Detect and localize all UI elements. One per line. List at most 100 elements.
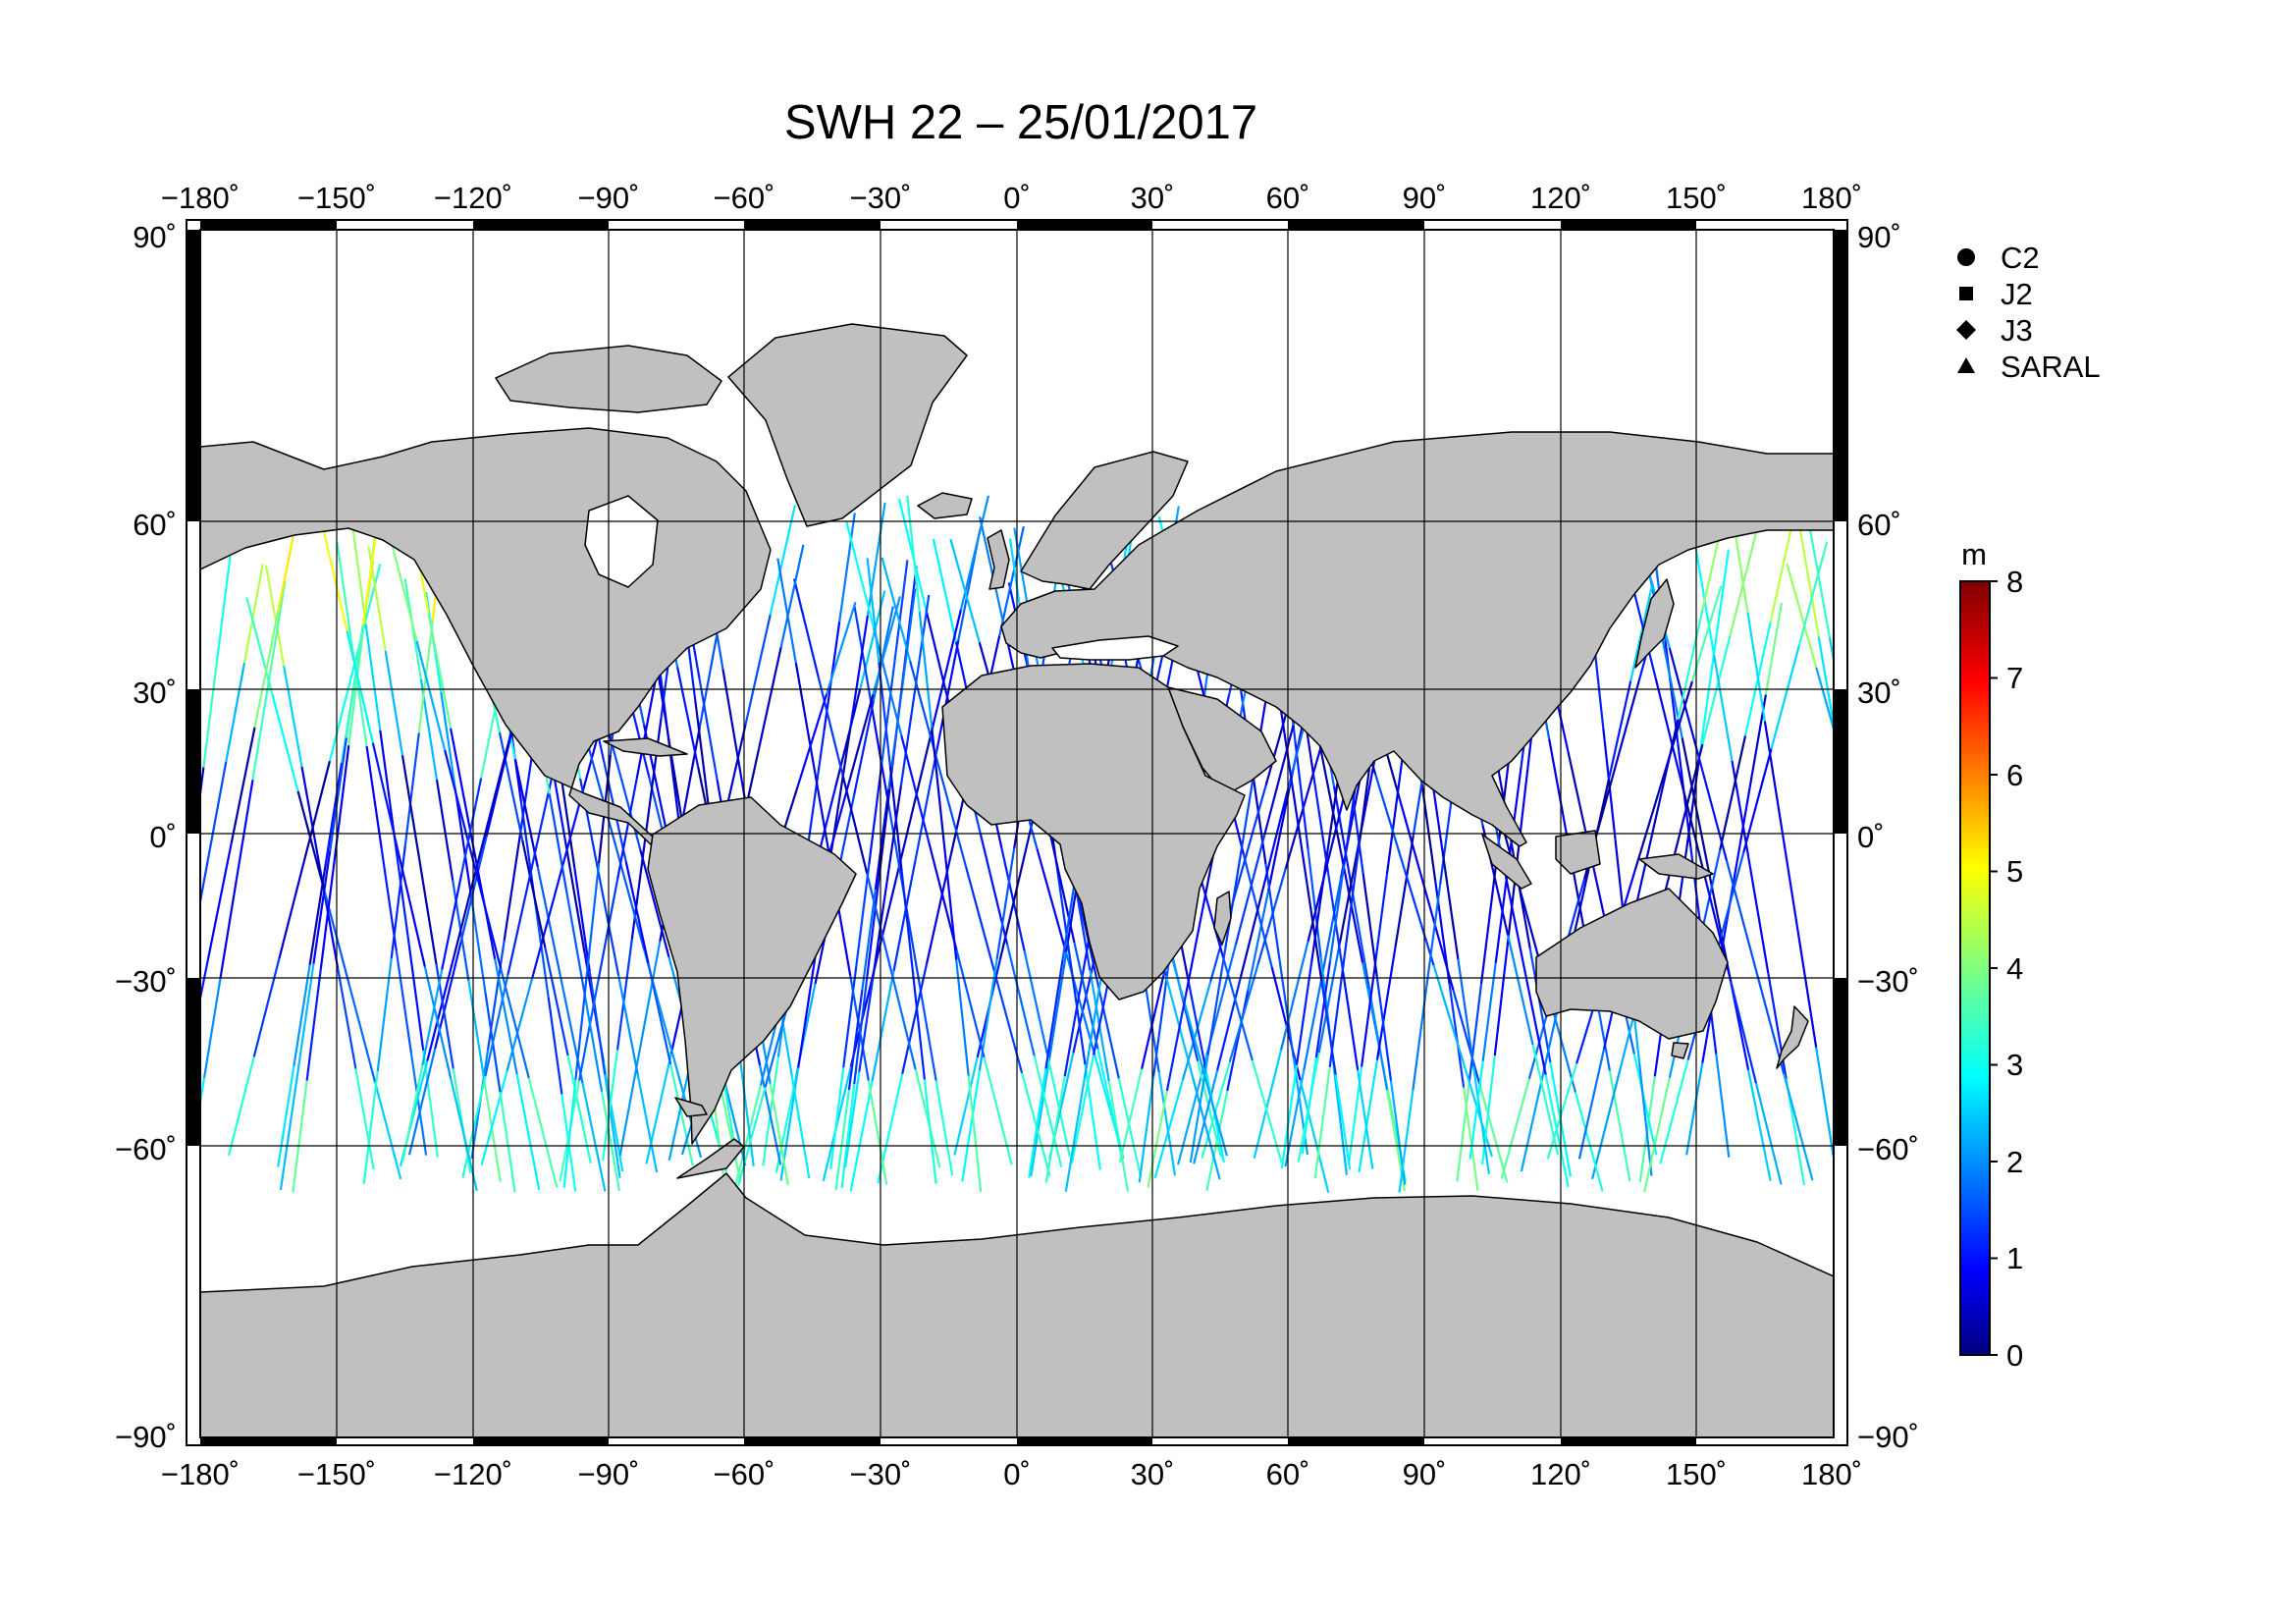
satellite-track-segment — [536, 866, 561, 976]
satellite-track-segment — [1681, 737, 1706, 849]
satellite-track-segment — [983, 1056, 1013, 1165]
satellite-track-segment — [1367, 988, 1389, 1091]
satellite-track-segment — [1808, 527, 1832, 638]
satellite-track-segment — [200, 1077, 206, 1109]
landmass-australia — [1535, 888, 1729, 1040]
lon-tick-label: −60˚ — [714, 1457, 775, 1491]
satellite-track-segment — [1096, 1049, 1123, 1157]
satellite-track-segment — [900, 588, 917, 689]
satellite-track-segment — [283, 666, 303, 768]
satellite-track-segment — [885, 795, 905, 892]
lon-tick-label: −90˚ — [578, 181, 640, 215]
satellite-track-segment — [995, 847, 1016, 960]
satellite-track-segment — [900, 870, 915, 976]
j2-square-icon — [1959, 287, 1973, 300]
colorbar-scale — [1959, 580, 1991, 1356]
satellite-track-segment — [1251, 767, 1267, 865]
lat-axis-left: 90˚ 60˚ 30˚ 0˚ −30˚ −60˚ −90˚ — [115, 220, 177, 1454]
lon-tick-label: 120˚ — [1530, 1457, 1591, 1491]
satellite-track-segment — [1023, 950, 1048, 1055]
satellite-track-segment — [865, 877, 881, 981]
satellite-track-segment — [1147, 1090, 1168, 1188]
satellite-track-segment — [1234, 835, 1266, 946]
satellite-track-segment — [500, 968, 530, 1079]
colorbar-tick: 6 — [2006, 758, 2023, 792]
satellite-track-segment — [328, 662, 356, 762]
satellite-track-segment — [230, 727, 256, 844]
satellite-track-segment — [347, 985, 377, 1083]
satellite-track-segment — [1117, 1078, 1143, 1178]
landmass-eurasia — [1000, 431, 1834, 847]
map-title: SWH 22 – 25/01/2017 — [784, 96, 1257, 149]
satellite-track-segment — [928, 842, 958, 950]
satellite-track-segment — [1167, 947, 1200, 1053]
satellite-track-segment — [308, 863, 327, 965]
satellite-track-segment — [676, 667, 700, 768]
satellite-track-segment — [1577, 1049, 1606, 1160]
satellite-track-segment — [797, 954, 817, 1068]
satellite-track-segment — [364, 623, 382, 731]
satellite-track-segment — [1548, 738, 1571, 850]
satellite-track-segment — [1456, 1082, 1470, 1182]
satellite-track-segment — [374, 1081, 402, 1180]
lon-axis-top: −180˚ −150˚ −120˚ −90˚ −60˚ −30˚ 0˚ 30˚ … — [161, 181, 1862, 215]
lon-tick-label: 150˚ — [1666, 181, 1727, 215]
lon-tick-label: −180˚ — [161, 1457, 240, 1491]
satellite-track-segment — [1332, 785, 1354, 889]
map-frame — [186, 219, 1848, 1446]
satellite-track-segment — [1153, 1079, 1185, 1179]
satellite-track-segment — [1263, 725, 1295, 836]
landmass-new-zealand — [1776, 1005, 1809, 1069]
lon-tick-label: −30˚ — [850, 181, 912, 215]
lon-tick-label: −150˚ — [297, 1457, 376, 1491]
satellite-track-segment — [776, 558, 797, 664]
lon-tick-label: −30˚ — [850, 1457, 912, 1491]
satellite-track-segment — [427, 613, 453, 730]
satellite-track-segment — [1652, 719, 1680, 830]
satellite-track-segment — [312, 850, 332, 964]
satellite-track-segment — [1328, 865, 1346, 962]
lon-tick-label: −60˚ — [714, 181, 775, 215]
satellite-track-segment — [906, 495, 921, 613]
satellite-track-segment — [1049, 836, 1076, 944]
satellite-track-segment — [461, 1075, 487, 1178]
lat-tick-label: 30˚ — [133, 676, 177, 710]
satellite-track-segment — [300, 766, 321, 868]
satellite-track-segment — [901, 963, 928, 1075]
satellite-track-segment — [1342, 971, 1360, 1071]
satellite-track-segment — [1264, 864, 1281, 962]
satellite-track-segment — [384, 650, 404, 756]
satellite-track-segment — [423, 966, 453, 1079]
satellite-track-segment — [1493, 946, 1509, 1056]
satellite-track-segment — [914, 750, 938, 862]
satellite-track-segment — [200, 959, 209, 1004]
lon-tick-label: −120˚ — [434, 181, 512, 215]
lat-tick-label: −30˚ — [1857, 964, 1919, 999]
colorbar-tick: 0 — [2006, 1338, 2023, 1373]
satellite-track-segment — [1157, 1071, 1177, 1176]
satellite-track-segment — [1189, 1055, 1209, 1163]
satellite-track-segment — [635, 677, 658, 780]
satellite-track-segment — [1713, 654, 1734, 762]
satellite-track-segment — [441, 873, 463, 970]
satellite-track-segment — [934, 1080, 954, 1176]
satellite-track-segment — [871, 970, 895, 1082]
satellite-track-segment — [912, 975, 926, 1080]
satellite-track-segment — [277, 1065, 295, 1167]
satellite-track-segment — [1817, 636, 1834, 731]
satellite-track-segment — [630, 828, 648, 940]
satellite-track-segment — [1783, 1073, 1814, 1181]
satellite-track-segment — [1719, 735, 1747, 850]
satellite-track-segment — [1677, 609, 1704, 721]
satellite-track-segment — [794, 662, 816, 768]
satellite-track-segment — [480, 1070, 508, 1165]
satellite-track-segment — [838, 513, 856, 622]
satellite-track-segment — [889, 971, 917, 1070]
satellite-track-segment — [1332, 1066, 1348, 1175]
satellite-track-segment — [1000, 847, 1026, 951]
satellite-track-segment — [1063, 969, 1085, 1077]
satellite-track-segment — [604, 1074, 621, 1178]
satellite-track-segment — [324, 762, 344, 864]
satellite-track-segment — [1607, 680, 1632, 780]
